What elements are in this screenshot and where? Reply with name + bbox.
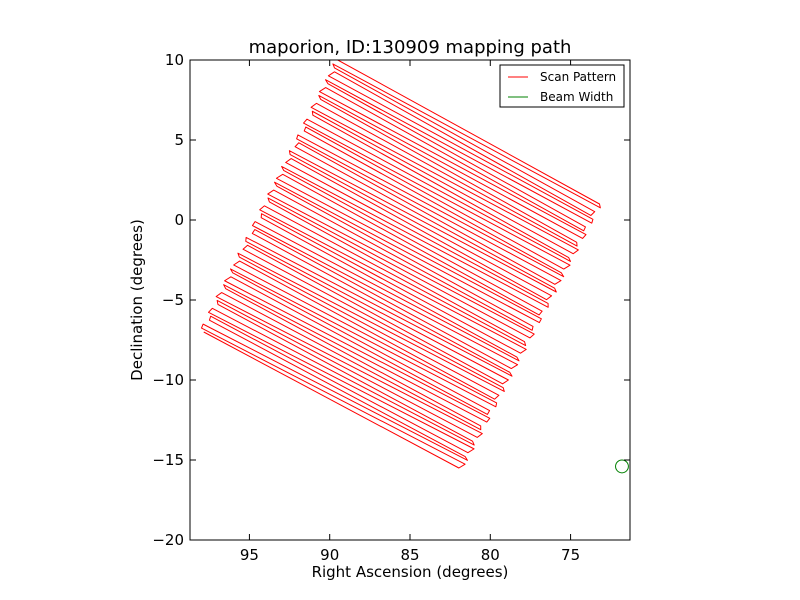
y-tick-label: −15	[152, 451, 184, 469]
y-tick-label: 5	[174, 131, 184, 149]
legend-label: Scan Pattern	[540, 70, 616, 84]
x-tick-label: 95	[240, 546, 259, 564]
x-tick-label: 90	[320, 546, 339, 564]
x-tick-label: 85	[400, 546, 419, 564]
x-axis-label: Right Ascension (degrees)	[312, 563, 509, 581]
x-tick-label: 80	[481, 546, 500, 564]
y-tick-label: 0	[174, 211, 184, 229]
scan-pattern-line	[201, 60, 601, 469]
plot-area	[201, 60, 629, 474]
y-tick-label: −5	[162, 291, 184, 309]
y-tick-label: 10	[165, 51, 184, 69]
x-tick-label: 75	[561, 546, 580, 564]
chart-title: maporion, ID:130909 mapping path	[249, 37, 572, 58]
y-tick-label: −10	[152, 371, 184, 389]
legend-label: Beam Width	[540, 90, 613, 104]
y-axis-label: Declination (degrees)	[128, 219, 146, 381]
y-tick-label: −20	[152, 531, 184, 549]
legend: Scan Pattern Beam Width	[499, 64, 625, 108]
legend-box	[499, 64, 625, 108]
axes: 95 90 85 80 75 10 5 0 −5 −10 −15 −20	[152, 51, 631, 564]
beam-width-circle	[615, 459, 629, 474]
